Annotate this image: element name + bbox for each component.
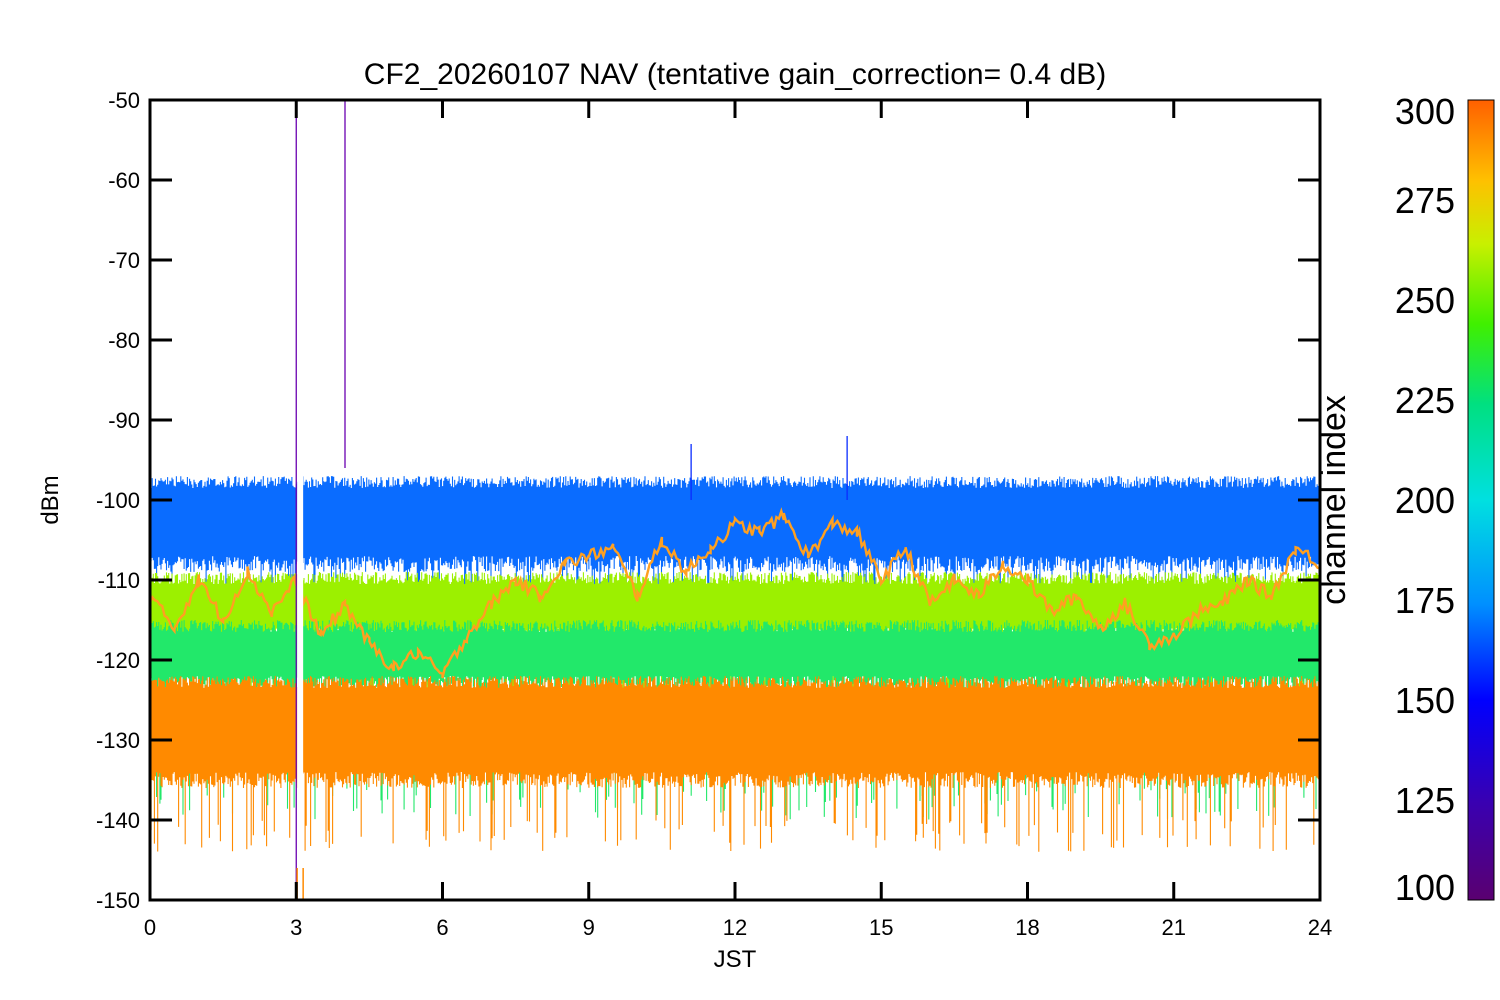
series-band — [151, 620, 1319, 820]
y-tick-label: -100 — [96, 488, 140, 513]
colorbar-tick-label: 200 — [1395, 480, 1455, 521]
colorbar-tick-label: 275 — [1395, 180, 1455, 221]
colorbar-ticks: 300 275 250 225 200 175 150 125 100 — [1395, 91, 1455, 908]
y-tick-label: -120 — [96, 648, 140, 673]
colorbar-tick-label: 300 — [1395, 91, 1455, 132]
colorbar-tick-label: 250 — [1395, 280, 1455, 321]
y-tick-label: -130 — [96, 728, 140, 753]
series-band-strokes — [151, 476, 1319, 628]
x-tick-label: 6 — [436, 915, 448, 940]
x-tick-label: 24 — [1308, 915, 1332, 940]
y-tick-label: -140 — [96, 808, 140, 833]
y-tick-label: -50 — [108, 88, 140, 113]
x-axis: 0 3 6 9 12 15 18 21 24 — [144, 100, 1332, 940]
chart-title: CF2_20260107 NAV (tentative gain_correct… — [364, 58, 1106, 91]
x-tick-label: 3 — [290, 915, 302, 940]
x-tick-label: 9 — [583, 915, 595, 940]
y-tick-label: -90 — [108, 408, 140, 433]
y-tick-label: -80 — [108, 328, 140, 353]
colorbar — [1467, 99, 1495, 901]
series-line — [151, 507, 1319, 679]
y-tick-label: -70 — [108, 248, 140, 273]
y-tick-label: -60 — [108, 168, 140, 193]
colorbar-tick-label: 175 — [1395, 580, 1455, 621]
x-tick-label: 0 — [144, 915, 156, 940]
data-marks — [151, 101, 1319, 899]
x-tick-label: 18 — [1015, 915, 1039, 940]
x-axis-label: JST — [714, 946, 757, 973]
data-gap — [297, 101, 304, 899]
x-tick-label: 15 — [869, 915, 893, 940]
y-axis-label: dBm — [37, 475, 64, 524]
y-tick-label: -150 — [96, 888, 140, 913]
y-tick-label: -110 — [98, 568, 140, 593]
colorbar-tick-label: 125 — [1395, 780, 1455, 821]
x-tick-label: 21 — [1162, 915, 1186, 940]
colorbar-label: channel index — [1315, 395, 1353, 605]
colorbar-tick-label: 100 — [1395, 867, 1455, 908]
series-band-strokes — [151, 620, 1319, 820]
x-tick-label: 12 — [723, 915, 747, 940]
series-band-strokes — [151, 676, 1319, 852]
series-band — [151, 676, 1319, 852]
y-axis: -50 -60 -70 -80 -90 -100 -110 -120 -130 -140 -150 — [96, 88, 1320, 913]
colorbar-tick-label: 150 — [1395, 680, 1455, 721]
series-band — [151, 476, 1319, 628]
colorbar-tick-label: 225 — [1395, 380, 1455, 421]
